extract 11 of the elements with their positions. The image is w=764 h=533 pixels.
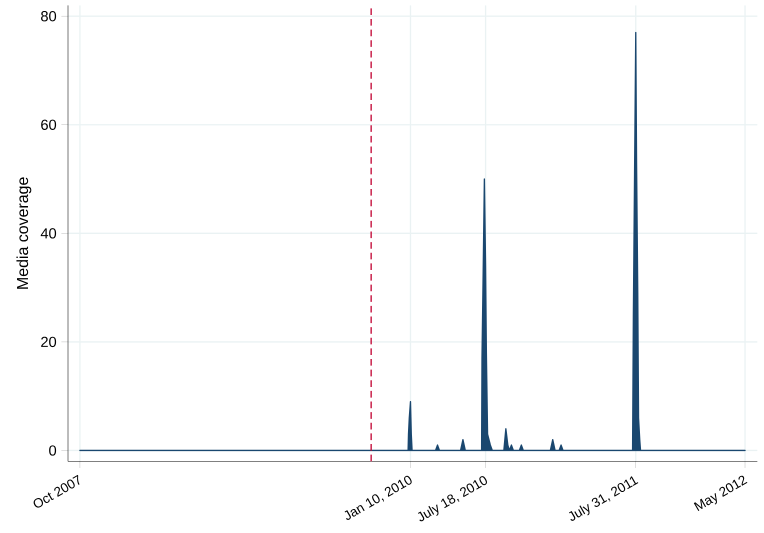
y-tick-label: 20: [41, 336, 56, 347]
y-tick-label: 0: [49, 445, 56, 456]
x-tick-label: July 31, 2011: [569, 476, 638, 521]
y-axis-title: Media coverage: [16, 177, 32, 289]
x-tick-label: July 18, 2010: [418, 476, 487, 522]
x-tick-label: Oct 2007: [34, 474, 80, 508]
x-tick-label: May 2012: [694, 476, 748, 511]
x-tick-label: Jan 10, 2010: [344, 476, 412, 520]
y-tick-label: 60: [41, 119, 56, 130]
y-tick-label: 80: [41, 10, 56, 22]
y-tick-label: 40: [40, 228, 56, 238]
